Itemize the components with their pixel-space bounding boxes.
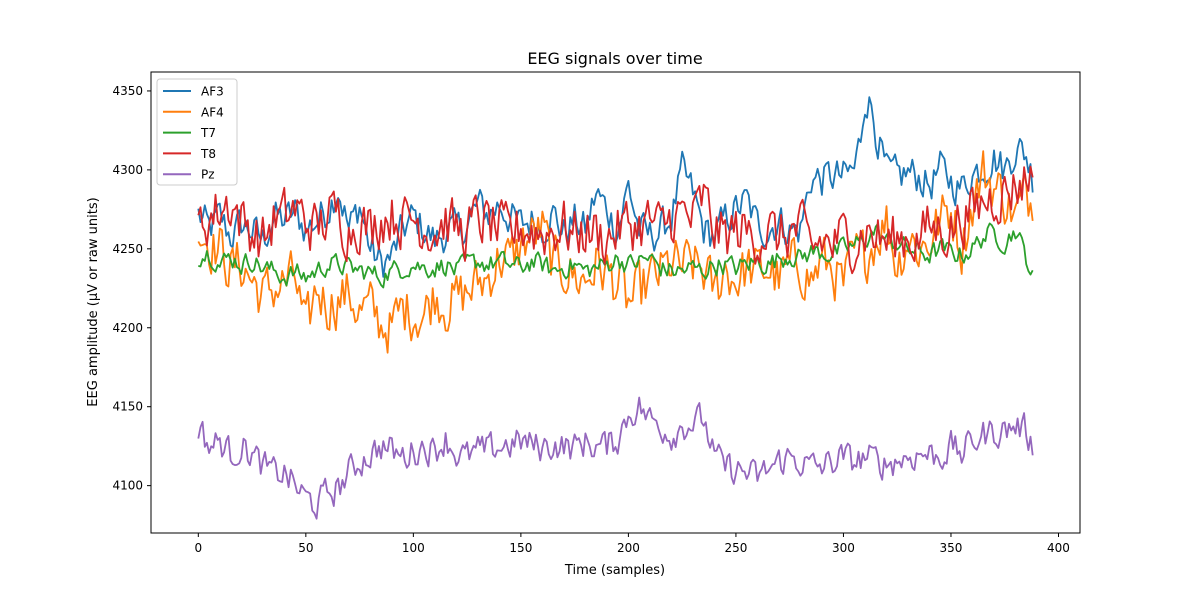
series-line-af4 xyxy=(197,150,1034,354)
plot-series xyxy=(197,96,1034,520)
x-axis-label: Time (samples) xyxy=(564,563,665,578)
x-tick-label: 100 xyxy=(402,541,425,555)
legend-label-pz: Pz xyxy=(201,168,215,182)
legend-box xyxy=(156,78,238,186)
x-tick-label: 250 xyxy=(724,541,747,555)
x-tick-label: 400 xyxy=(1047,541,1070,555)
chart-title: EEG signals over time xyxy=(527,49,702,68)
y-tick-label: 4300 xyxy=(112,163,143,177)
y-tick-label: 4150 xyxy=(112,400,143,414)
x-tick-label: 350 xyxy=(940,541,963,555)
x-axis: 0 50 100 150 200 250 300 350 400 xyxy=(194,533,1070,555)
series-line-t7 xyxy=(198,222,1034,289)
y-axis-label: EEG amplitude (μV or raw units) xyxy=(86,197,101,406)
y-tick-label: 4200 xyxy=(112,321,143,335)
legend-label-t8: T8 xyxy=(200,147,216,161)
x-tick-label: 0 xyxy=(194,541,202,555)
series-line-t8 xyxy=(197,165,1034,275)
x-tick-label: 300 xyxy=(832,541,855,555)
x-tick-label: 150 xyxy=(509,541,532,555)
y-tick-label: 4350 xyxy=(112,84,143,98)
plot-frame xyxy=(150,71,1081,534)
y-tick-label: 4100 xyxy=(112,479,143,493)
legend-label-t7: T7 xyxy=(200,126,216,140)
series-line-pz xyxy=(197,396,1034,520)
legend-label-af3: AF3 xyxy=(201,85,224,99)
legend: AF3 AF4 T7 T8 Pz xyxy=(156,78,238,186)
legend-label-af4: AF4 xyxy=(201,105,224,119)
y-tick-label: 4250 xyxy=(112,242,143,256)
x-tick-label: 200 xyxy=(617,541,640,555)
x-tick-label: 50 xyxy=(298,541,313,555)
y-axis: 4100 4150 4200 4250 4300 4350 xyxy=(112,84,151,493)
